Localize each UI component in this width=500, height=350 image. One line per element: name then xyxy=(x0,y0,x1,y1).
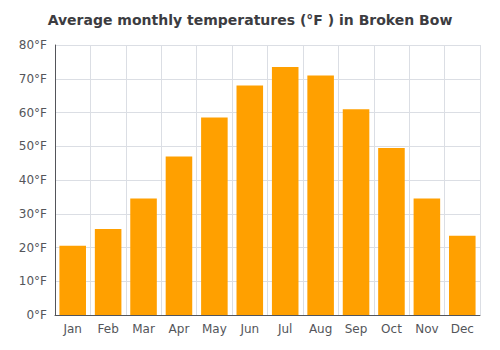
svg-text:Jul: Jul xyxy=(277,322,292,336)
svg-text:Feb: Feb xyxy=(98,322,119,336)
svg-text:Dec: Dec xyxy=(451,322,474,336)
svg-text:10°F: 10°F xyxy=(19,274,47,288)
svg-text:80°F: 80°F xyxy=(19,38,47,52)
svg-text:20°F: 20°F xyxy=(19,241,47,255)
svg-text:May: May xyxy=(202,322,227,336)
svg-text:Sep: Sep xyxy=(345,322,368,336)
svg-text:60°F: 60°F xyxy=(19,106,47,120)
svg-text:Oct: Oct xyxy=(381,322,402,336)
svg-text:50°F: 50°F xyxy=(19,139,47,153)
svg-text:Mar: Mar xyxy=(132,322,155,336)
svg-text:40°F: 40°F xyxy=(19,173,47,187)
svg-text:Aug: Aug xyxy=(309,322,332,336)
svg-text:Jun: Jun xyxy=(239,322,259,336)
svg-text:0°F: 0°F xyxy=(26,308,47,322)
svg-text:Jan: Jan xyxy=(62,322,82,336)
svg-text:Nov: Nov xyxy=(415,322,438,336)
svg-text:Apr: Apr xyxy=(169,322,190,336)
svg-text:Average monthly temperatures (: Average monthly temperatures (°F ) in Br… xyxy=(48,12,453,28)
svg-text:70°F: 70°F xyxy=(19,72,47,86)
svg-text:30°F: 30°F xyxy=(19,207,47,221)
